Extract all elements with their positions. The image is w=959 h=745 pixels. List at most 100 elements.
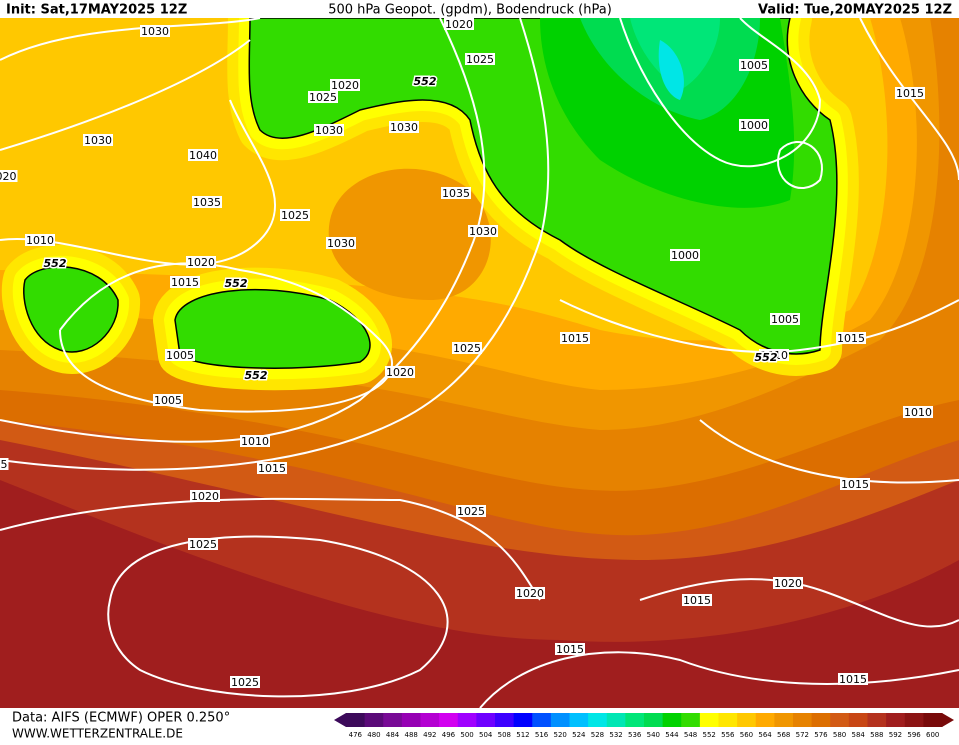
legend-label: 512 [516,731,529,739]
isobar-label-box [153,394,183,406]
legend-label: 564 [758,731,772,739]
legend-swatch [532,713,552,727]
legend-swatch [346,713,366,727]
isobar-label: 1040 [189,149,217,162]
isobar-label-box [385,366,415,378]
legend-label: 496 [442,731,456,739]
isobar-label-box [441,187,471,199]
legend-label: 560 [740,731,753,739]
legend-label: 488 [405,731,418,739]
geopotential-label: 552 [245,369,268,382]
isobar-label: 1030 [469,225,497,238]
legend-swatch [774,713,794,727]
legend-swatch [439,713,459,727]
isobar-label: 1000 [740,119,768,132]
legend-label: 596 [907,731,921,739]
isobar-line [0,39,251,151]
legend-label: 484 [386,731,400,739]
isobar-label: 1030 [327,237,355,250]
isobar-label-box [83,134,113,146]
header-bar [0,0,959,18]
legend-label: 508 [498,731,511,739]
legend-label: 532 [609,731,622,739]
legend-label: 544 [665,731,679,739]
data-source: Data: AIFS (ECMWF) OPER 0.250° [12,711,230,726]
legend-label: 520 [554,731,567,739]
field-area [328,168,491,300]
isobar-label: 1015 [683,594,711,607]
isobar-label: 1015 [841,478,869,491]
legend-swatch [513,713,533,727]
legend-label: 504 [479,731,493,739]
field [0,18,959,708]
isobar-label: 1005 [166,349,194,362]
legend-label: 572 [796,731,809,739]
isobar-line [559,299,959,353]
color-legend: 476 480 484 488 492 496 500 504 508 512 516 520 524 5… [334,713,954,739]
isobar-line [0,99,277,266]
isobar-label-box [444,18,474,30]
isobar-label: 1015 [837,332,865,345]
legend-label: 592 [889,731,902,739]
isobar-label-box [468,225,498,237]
legend-swatch [793,713,813,727]
legend-swatch [588,713,608,727]
init-time: Init: Sat,17MAY2025 12Z [6,3,187,18]
legend-swatch [737,713,757,727]
legend-label: 556 [721,731,735,739]
isobar-label-box [165,349,195,361]
isobar-label-box [739,59,769,71]
legend-swatch [364,713,384,727]
isobar-label-box [770,313,800,325]
isobar-label-box [555,643,585,655]
isobar-line [0,497,541,601]
legend-label: 580 [833,731,846,739]
isobar-label: 1015 [561,332,589,345]
legend-swatch [495,713,515,727]
isobar-label: 1025 [309,91,337,104]
isobar-label-box [186,256,216,268]
legend-swatch [830,713,850,727]
legend-swatch [662,713,682,727]
field-area [23,266,119,353]
legend-arrow-right [942,713,954,727]
legend-label: 492 [423,731,436,739]
isobar-label: 1010 [760,349,788,362]
legend-label: 568 [777,731,790,739]
isobar-label: 1015 [896,87,924,100]
map-title: 500 hPa Geopot. (gpdm), Bodendruck (hPa) [328,3,612,18]
isobar-label-box [330,79,360,91]
isobar-line [859,18,959,181]
isobar-label: 5 [1,458,8,471]
isobar-label-box [389,121,419,133]
isobar-line [639,578,959,628]
legend-label: 576 [814,731,828,739]
legend-swatch [383,713,403,727]
isobar-label: 1035 [442,187,470,200]
isobar-line [0,18,486,443]
legend-label: 476 [349,731,363,739]
isobar-label-box [25,234,55,246]
legend-swatch [550,713,570,727]
isobar-label-box [773,577,803,589]
isobar-label-box [670,249,700,261]
isobar-label-box [838,673,868,685]
isobar-label-box [560,332,590,344]
geopotential-label: 552 [755,351,778,364]
isobar-label: 1035 [193,196,221,209]
isobar-label: 1020 [187,256,215,269]
isobar-label: 1020 [516,587,544,600]
isobar-label: 1015 [171,276,199,289]
isobar-label: 1020 [774,577,802,590]
isobar-label-box [456,505,486,517]
legend-label: 584 [852,731,866,739]
legend-swatch [420,713,440,727]
legend-label: 600 [926,731,939,739]
isobar-label-box [308,91,338,103]
isobar-label: 1030 [84,134,112,147]
isobar-label: 1030 [141,25,169,38]
isobar-line [699,419,959,484]
legend-swatch [681,713,701,727]
